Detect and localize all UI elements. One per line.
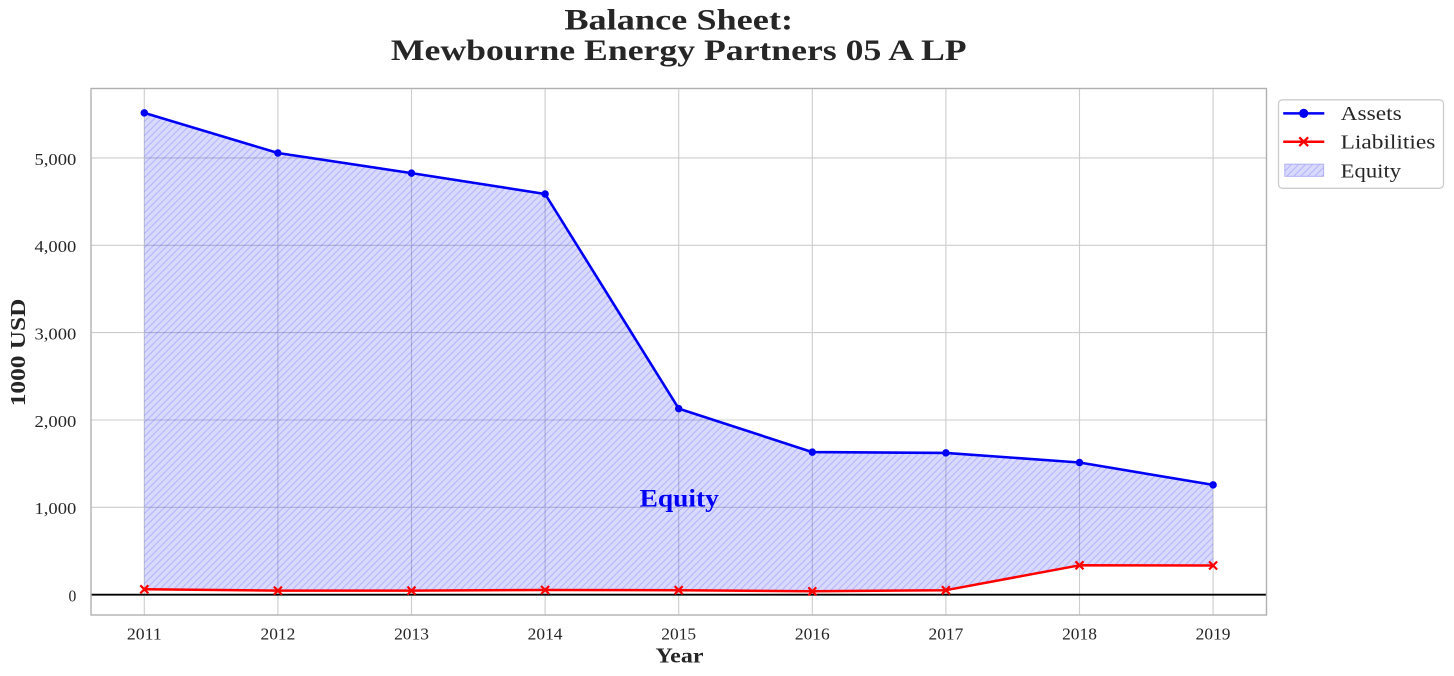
svg-text:2018: 2018 xyxy=(1062,625,1097,644)
svg-text:2012: 2012 xyxy=(261,625,296,644)
svg-text:Assets: Assets xyxy=(1341,103,1402,125)
svg-text:2014: 2014 xyxy=(528,625,563,644)
svg-text:2019: 2019 xyxy=(1196,625,1231,644)
svg-text:5,000: 5,000 xyxy=(35,150,77,169)
svg-text:2017: 2017 xyxy=(929,625,964,644)
svg-text:2016: 2016 xyxy=(795,625,830,644)
svg-text:Year: Year xyxy=(656,646,704,668)
svg-text:3,000: 3,000 xyxy=(35,325,77,344)
svg-text:Mewbourne Energy Partners 05 A: Mewbourne Energy Partners 05 A LP xyxy=(391,34,967,67)
svg-text:1,000: 1,000 xyxy=(35,499,77,518)
svg-text:2013: 2013 xyxy=(394,625,429,644)
svg-text:2011: 2011 xyxy=(127,625,162,644)
svg-text:Liabilities: Liabilities xyxy=(1341,131,1436,153)
svg-text:Equity: Equity xyxy=(1341,160,1402,182)
svg-text:2,000: 2,000 xyxy=(35,412,77,431)
svg-text:0: 0 xyxy=(69,587,77,606)
svg-text:2015: 2015 xyxy=(661,625,696,644)
svg-text:Equity: Equity xyxy=(640,485,720,512)
svg-text:1000 USD: 1000 USD xyxy=(8,299,30,407)
svg-text:4,000: 4,000 xyxy=(35,237,77,256)
svg-text:Balance Sheet:: Balance Sheet: xyxy=(564,4,793,37)
